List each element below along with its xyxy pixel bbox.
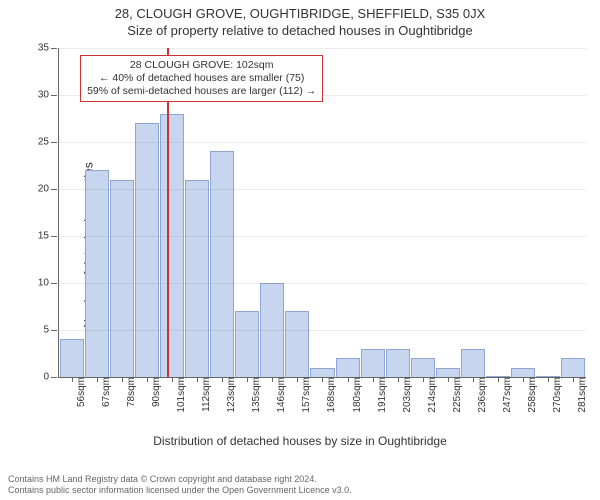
subtitle: Size of property relative to detached ho…: [0, 23, 600, 38]
x-tick-label: 135sqm: [243, 377, 262, 413]
x-tick-label: 112sqm: [193, 377, 212, 412]
bar: [135, 123, 159, 377]
footer-line2: Contains public sector information licen…: [8, 485, 352, 496]
bar: [60, 339, 84, 377]
x-tick-label: 270sqm: [544, 377, 563, 413]
gridline: [59, 142, 586, 143]
x-tick-label: 214sqm: [419, 377, 438, 413]
y-tick-label: 25: [38, 137, 59, 148]
gridline: [59, 330, 586, 331]
gridline: [59, 189, 586, 190]
bar: [185, 180, 209, 377]
x-tick-label: 203sqm: [394, 377, 413, 413]
bar: [511, 368, 535, 377]
x-tick-label: 247sqm: [494, 377, 513, 413]
x-tick-label: 191sqm: [369, 377, 388, 413]
bar-slot: 281sqm: [561, 48, 586, 377]
bar: [411, 358, 435, 377]
bar-slot: 203sqm: [385, 48, 410, 377]
y-tick-label: 5: [43, 325, 59, 336]
bar: [436, 368, 460, 377]
bar: [461, 349, 485, 377]
bar-slot: 236sqm: [461, 48, 486, 377]
bar: [85, 170, 109, 377]
gridline: [59, 236, 586, 237]
bar-slot: 191sqm: [360, 48, 385, 377]
x-tick-label: 78sqm: [118, 377, 137, 407]
bar: [336, 358, 360, 377]
x-tick-label: 101sqm: [168, 377, 187, 413]
y-tick-label: 15: [38, 231, 59, 242]
y-tick-label: 0: [43, 372, 59, 383]
chart-area: Number of detached properties 56sqm67sqm…: [0, 40, 600, 450]
x-tick-label: 123sqm: [218, 377, 237, 413]
plot-region: 56sqm67sqm78sqm90sqm101sqm112sqm123sqm13…: [58, 48, 586, 378]
bar-slot: 270sqm: [536, 48, 561, 377]
bar-slot: 258sqm: [511, 48, 536, 377]
x-tick-label: 236sqm: [469, 377, 488, 413]
footer-line1: Contains HM Land Registry data © Crown c…: [8, 474, 352, 485]
annotation-line2: ← 40% of detached houses are smaller (75…: [87, 72, 316, 85]
gridline: [59, 48, 586, 49]
x-tick-label: 146sqm: [268, 377, 287, 413]
chart-titles: 28, CLOUGH GROVE, OUGHTIBRIDGE, SHEFFIEL…: [0, 0, 600, 38]
x-tick-label: 168sqm: [318, 377, 337, 413]
bar: [361, 349, 385, 377]
bar: [561, 358, 585, 377]
y-tick-label: 35: [38, 43, 59, 54]
x-tick-label: 281sqm: [569, 377, 588, 413]
x-axis-label: Distribution of detached houses by size …: [0, 434, 600, 448]
bar-slot: 247sqm: [486, 48, 511, 377]
attribution-footer: Contains HM Land Registry data © Crown c…: [8, 474, 352, 497]
bar-slot: 214sqm: [410, 48, 435, 377]
address-title: 28, CLOUGH GROVE, OUGHTIBRIDGE, SHEFFIEL…: [0, 6, 600, 21]
x-tick-label: 90sqm: [143, 377, 162, 407]
bar: [110, 180, 134, 377]
bar-slot: 225sqm: [435, 48, 460, 377]
x-tick-label: 180sqm: [344, 377, 363, 413]
bar: [310, 368, 334, 377]
bar: [235, 311, 259, 377]
bar: [210, 151, 234, 377]
annotation-line3: 59% of semi-detached houses are larger (…: [87, 85, 316, 98]
x-tick-label: 157sqm: [293, 377, 312, 413]
y-tick-label: 20: [38, 184, 59, 195]
bar: [386, 349, 410, 377]
y-tick-label: 30: [38, 90, 59, 101]
y-tick-label: 10: [38, 278, 59, 289]
x-tick-label: 56sqm: [68, 377, 87, 407]
x-tick-label: 225sqm: [444, 377, 463, 413]
x-tick-label: 67sqm: [93, 377, 112, 407]
property-annotation: 28 CLOUGH GROVE: 102sqm ← 40% of detache…: [80, 55, 323, 102]
annotation-line1: 28 CLOUGH GROVE: 102sqm: [87, 59, 316, 72]
bar: [160, 114, 184, 377]
bar: [285, 311, 309, 377]
bar-slot: 180sqm: [335, 48, 360, 377]
x-tick-label: 258sqm: [519, 377, 538, 413]
gridline: [59, 283, 586, 284]
